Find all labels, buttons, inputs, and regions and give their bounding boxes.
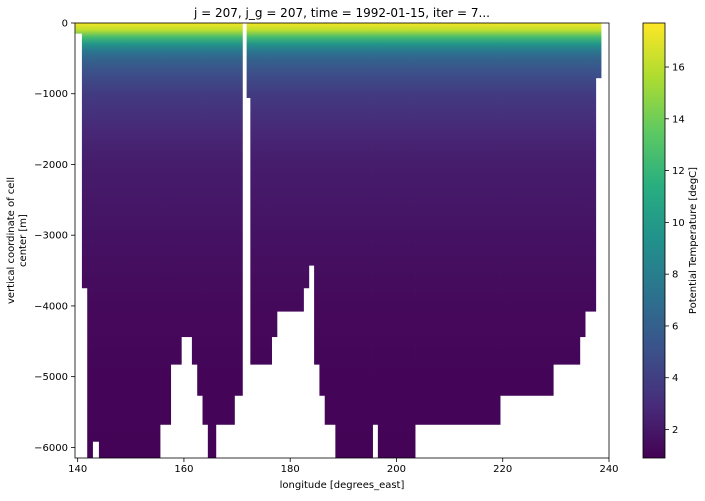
ocean-column [308, 23, 315, 266]
ocean-column [500, 23, 554, 396]
colorbar-fill [642, 22, 666, 459]
ocean-column [75, 23, 83, 34]
ocean-column [202, 23, 209, 425]
colorbar-tick-label: 16 [672, 63, 685, 74]
colorbar-ticks: 2 4 6 8 10 12 14 16 [665, 63, 685, 436]
ocean-column [215, 23, 235, 425]
ocean-column [314, 23, 320, 365]
y-axis-label-line-2: center [m] [18, 214, 29, 267]
ocean-column [579, 23, 586, 338]
y-tick-label: −6000 [34, 443, 68, 454]
y-tick-label: −5000 [34, 372, 68, 383]
ocean-column [276, 23, 304, 312]
ocean-column [553, 23, 581, 365]
colorbar-label: Potential Temperature [degC] [688, 167, 699, 314]
x-axis: 140 160 180 200 220 240 [68, 458, 619, 475]
ocean-column [170, 23, 182, 365]
ocean-column [234, 23, 243, 396]
y-axis-label-line-1: vertical coordinate of cell [6, 177, 17, 304]
ocean-column [250, 23, 272, 365]
x-tick-label: 220 [493, 464, 512, 475]
ocean-column [324, 23, 336, 425]
ocean-column [191, 23, 198, 365]
plot-area [75, 23, 602, 458]
ocean-column [319, 23, 326, 396]
ocean-column [87, 23, 93, 458]
colorbar: 2 4 6 8 10 12 14 16 Potential Temperature [degC… [642, 22, 699, 459]
colorbar-tick-label: 12 [672, 166, 685, 177]
y-axis: 0 −1000 −2000 −3000 −4000 −5000 −6000 [34, 19, 75, 454]
ocean-column [197, 23, 203, 396]
chart-title: j = 207, j_g = 207, time = 1992-01-15, i… [193, 6, 490, 20]
colorbar-tick-label: 2 [672, 425, 678, 436]
y-tick-label: −3000 [34, 231, 68, 242]
x-axis-label: longitude [degrees_east] [280, 480, 405, 491]
plot-frame [74, 22, 610, 459]
ocean-column [246, 23, 251, 98]
ocean-column [160, 23, 172, 425]
x-tick-label: 200 [387, 464, 406, 475]
ocean-column [585, 23, 597, 312]
ocean-column [377, 23, 416, 458]
x-tick-label: 160 [174, 464, 193, 475]
ocean-column [595, 23, 602, 79]
ocean-column [372, 23, 379, 425]
colorbar-tick-label: 6 [672, 321, 678, 332]
ocean-column [92, 23, 100, 442]
y-tick-label: −2000 [34, 160, 68, 171]
ocean-column [335, 23, 373, 458]
ocean-column [181, 23, 193, 338]
ocean-column [98, 23, 161, 458]
x-tick-label: 240 [599, 464, 618, 475]
colorbar-tick-label: 14 [672, 114, 685, 125]
ocean-column [271, 23, 278, 338]
ocean-column [415, 23, 501, 425]
colorbar-tick-label: 8 [672, 270, 678, 281]
x-tick-label: 140 [68, 464, 87, 475]
colorbar-tick-label: 10 [672, 218, 685, 229]
y-tick-label: −4000 [34, 301, 68, 312]
ocean-column [207, 23, 217, 458]
y-tick-label: 0 [62, 19, 68, 30]
ocean-column [303, 23, 310, 289]
ocean-column [81, 23, 88, 289]
x-tick-label: 180 [281, 464, 300, 475]
colorbar-tick-label: 4 [672, 373, 678, 384]
y-tick-label: −1000 [34, 89, 68, 100]
